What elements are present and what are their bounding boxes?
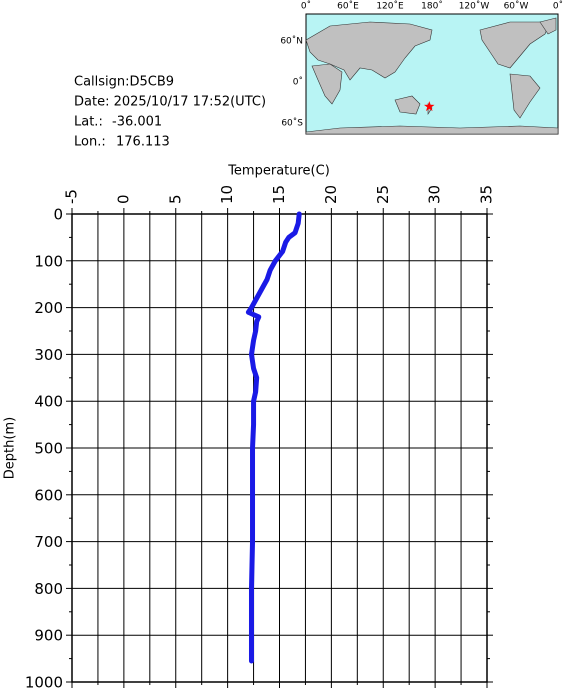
y-axis-title: Depth(m) (3, 417, 18, 479)
map-lon-label: 180˚ (421, 1, 443, 12)
date: Date: 2025/10/17 17:52(UTC) (74, 95, 266, 110)
lat-label: Lat.: (74, 115, 103, 130)
y-tick-label: 700 (34, 533, 63, 551)
map-lon-label: 0˚ (553, 1, 563, 12)
y-tick-label: 200 (34, 299, 63, 317)
x-tick-label: 5 (166, 194, 184, 204)
y-tick-label: 0 (53, 206, 63, 224)
map-lon-label: 120˚E (376, 1, 404, 12)
y-tick-label: 1000 (25, 674, 63, 690)
y-tick-label: 600 (34, 486, 63, 504)
x-tick-label: 20 (322, 185, 340, 204)
map-lat-label: 60˚S (281, 118, 303, 129)
plot-frame (71, 213, 488, 683)
lat: -36.001 (112, 115, 162, 130)
y-tick-label: 800 (34, 580, 63, 598)
map-lon-label: 60˚W (504, 1, 529, 12)
x-tick-label: 30 (426, 185, 444, 204)
callsign: Callsign:D5CB9 (74, 75, 174, 90)
x-tick-label: -5 (63, 189, 81, 204)
temperature-profile (245, 211, 302, 664)
map-lon-label: 120˚W (459, 1, 490, 12)
x-axis-title: Temperature(C) (227, 164, 330, 179)
map-lon-label: 0˚ (301, 1, 311, 12)
lon: 176.113 (116, 135, 170, 150)
y-tick-label: 500 (34, 440, 63, 458)
x-tick-label: 0 (114, 194, 132, 204)
x-tick-label: 15 (270, 185, 288, 204)
land (305, 17, 559, 135)
map-lon-label: 60˚E (337, 1, 359, 12)
y-tick-label: 100 (34, 252, 63, 270)
location-star (424, 101, 435, 112)
y-tick-label: 300 (34, 346, 63, 364)
map-lat-label: 60˚N (280, 36, 303, 47)
lon-label: Lon.: (74, 135, 106, 150)
world-map (305, 13, 559, 135)
x-tick-label: 10 (218, 185, 236, 204)
x-tick-label: 35 (478, 185, 496, 204)
y-tick-label: 400 (34, 393, 63, 411)
map-lat-label: 0˚ (293, 77, 303, 88)
y-tick-label: 900 (34, 627, 63, 645)
x-tick-label: 25 (374, 185, 392, 204)
